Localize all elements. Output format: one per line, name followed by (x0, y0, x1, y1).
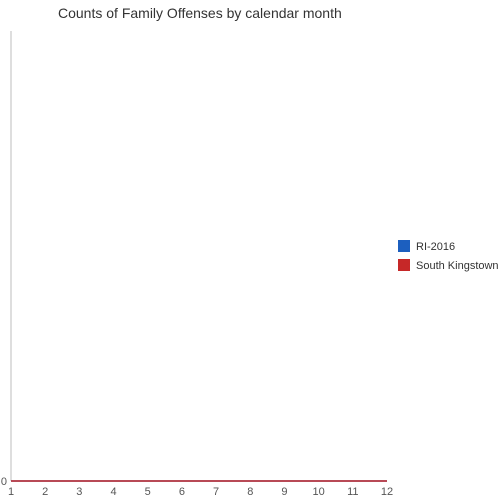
x-tick-label: 3 (76, 486, 82, 498)
x-tick-label: 1 (8, 486, 14, 498)
x-tick-label: 8 (247, 486, 253, 498)
legend: RI-2016 South Kingstown (398, 240, 499, 272)
x-tick-label: 11 (347, 486, 358, 498)
chart-title: Counts of Family Offenses by calendar mo… (58, 5, 342, 21)
x-tick-label: 2 (42, 486, 48, 498)
x-tick-label: 12 (381, 486, 393, 498)
x-tick-label: 9 (281, 486, 287, 498)
legend-label: South Kingstown (416, 260, 499, 272)
legend-swatch (398, 240, 410, 252)
legend-swatch (398, 259, 410, 271)
tick-labels: 1 2 3 4 5 6 7 8 9 10 11 120 (1, 476, 393, 498)
legend-label: RI-2016 (416, 241, 455, 253)
x-tick-label: 4 (110, 486, 116, 498)
x-tick-label: 10 (313, 486, 325, 498)
axes (10, 31, 387, 482)
y-tick-label: 0 (1, 476, 7, 488)
x-tick-label: 5 (145, 486, 151, 498)
x-tick-label: 7 (213, 486, 219, 498)
x-tick-label: 6 (179, 486, 185, 498)
